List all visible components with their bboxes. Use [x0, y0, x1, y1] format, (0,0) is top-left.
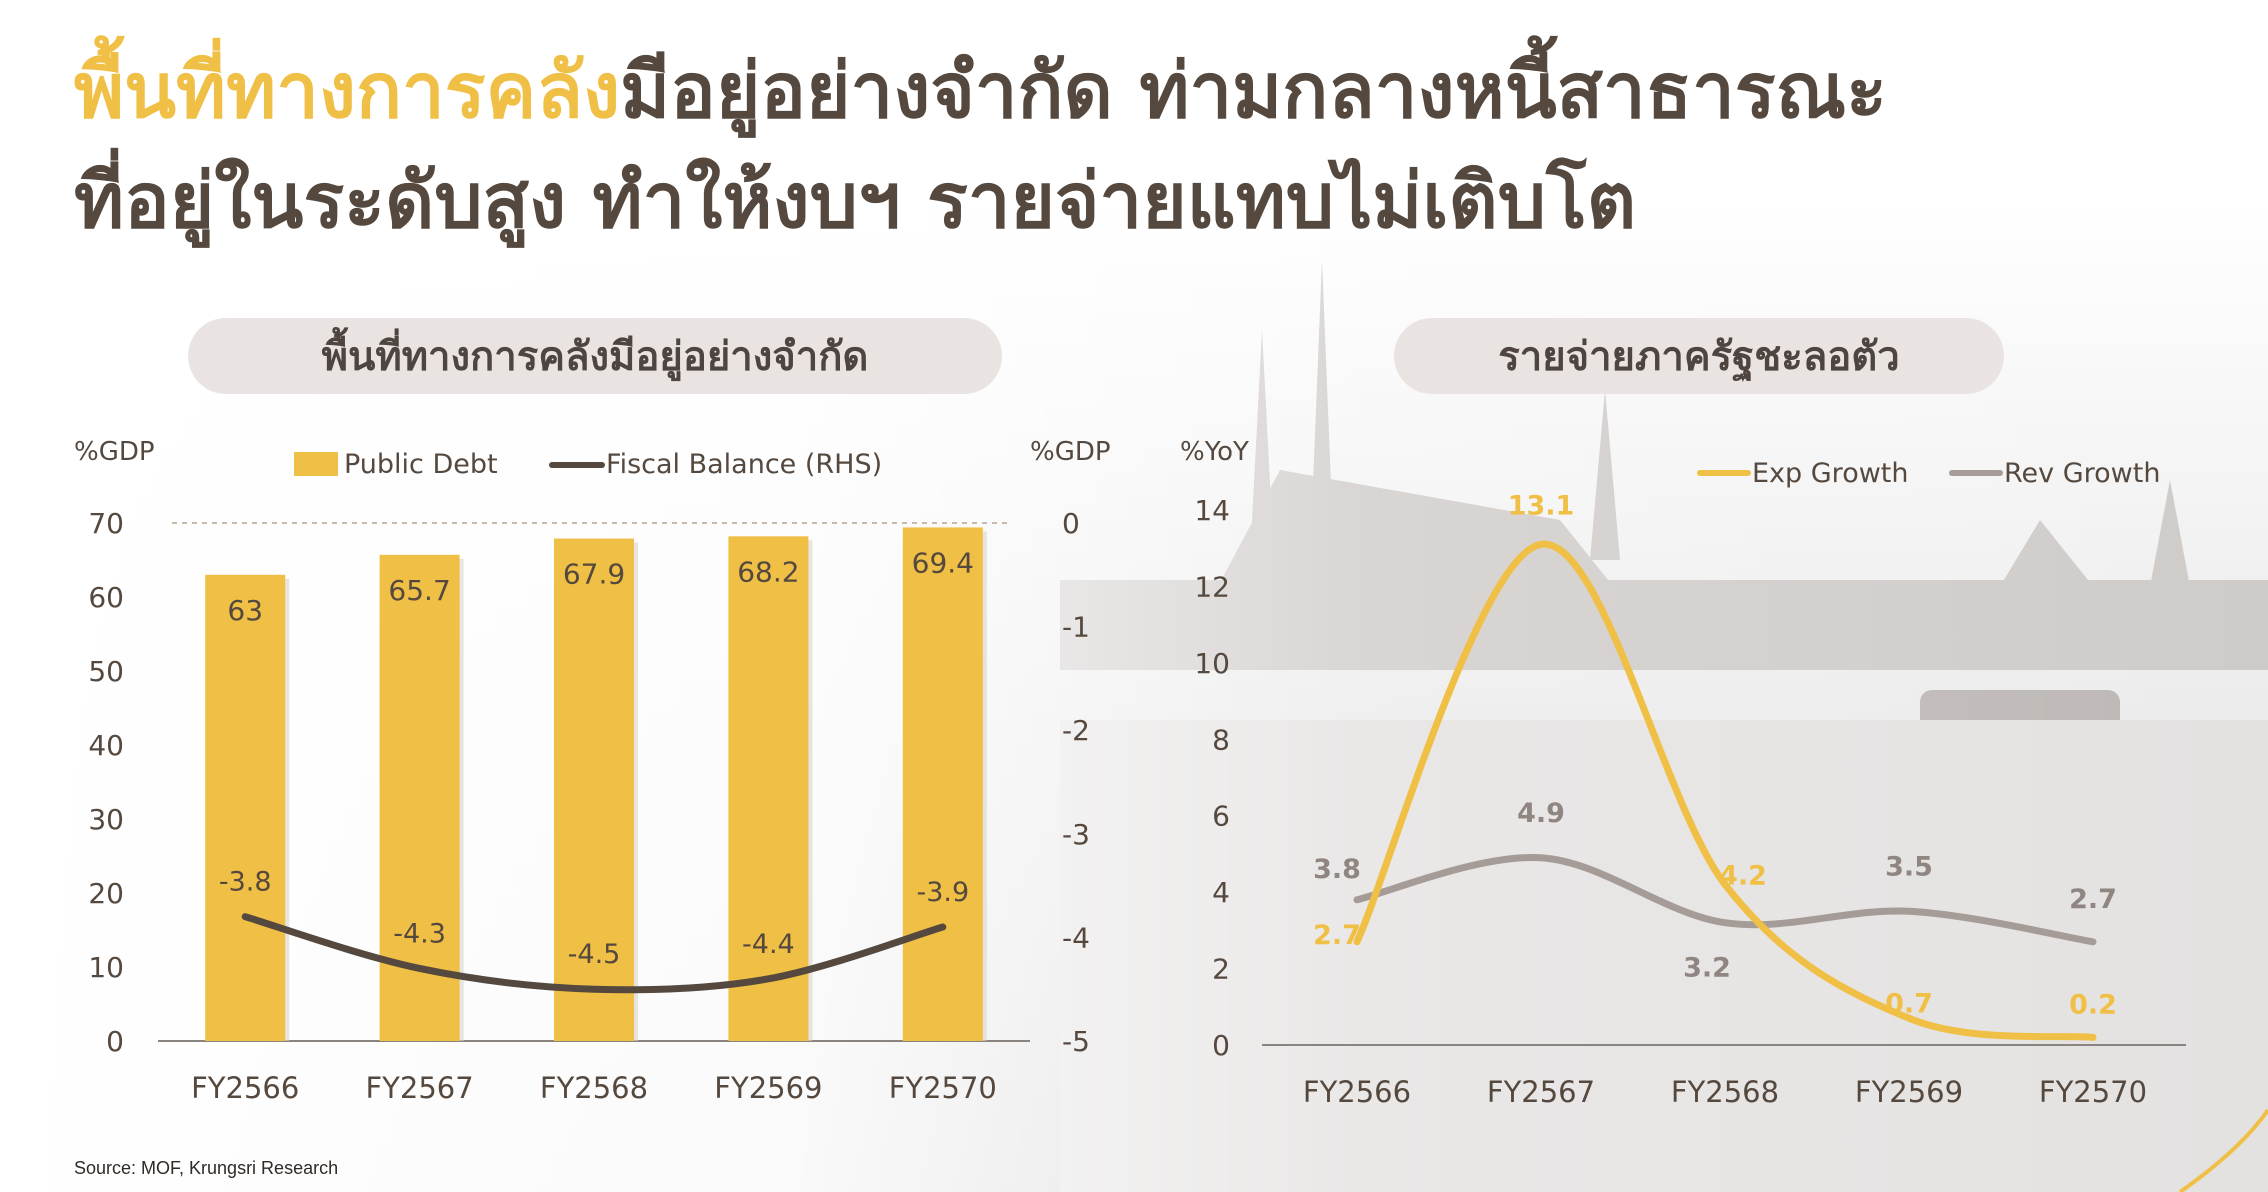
x-tick-label: FY2569 [714, 1071, 822, 1105]
exp-growth-value-label: 2.7 [1313, 920, 1361, 951]
y-tick-left: 60 [88, 581, 124, 614]
y-tick-left: 50 [88, 655, 124, 688]
bar-public-debt [902, 527, 983, 1041]
exp-growth-value-label: 4.2 [1719, 861, 1767, 892]
rev-growth-value-label: 3.2 [1683, 953, 1731, 984]
exp-growth-value-label: 0.7 [1885, 988, 1933, 1019]
rev-growth-value-label: 3.5 [1885, 851, 1933, 882]
title-accent: พื้นที่ทางการคลัง [74, 46, 621, 135]
x-tick-label: FY2566 [191, 1071, 299, 1105]
bar-value-label: 68.2 [737, 555, 799, 588]
x-tick-label: FY2569 [1855, 1075, 1963, 1109]
line-value-label: -3.8 [219, 867, 272, 898]
y-tick-right: -5 [1062, 1025, 1090, 1058]
rev-growth-value-label: 2.7 [2069, 884, 2117, 915]
y-tick: 2 [1212, 953, 1230, 986]
legend-label-rev-growth: Rev Growth [2004, 458, 2160, 489]
y-tick-right: -3 [1062, 818, 1090, 851]
exp-growth-value-label: 0.2 [2069, 989, 2117, 1020]
x-tick-label: FY2566 [1303, 1075, 1411, 1109]
y-tick-left: 40 [88, 729, 124, 762]
legend-label-exp-growth: Exp Growth [1752, 458, 1909, 489]
x-tick-label: FY2568 [540, 1071, 648, 1105]
rev-growth-value-label: 4.9 [1517, 798, 1565, 829]
page-title: พื้นที่ทางการคลังมีอยู่อย่างจำกัด ท่ามกล… [74, 36, 2224, 256]
x-tick-label: FY2568 [1671, 1075, 1779, 1109]
title-line-1-rest: มีอยู่อย่างจำกัด ท่ามกลางหนี้สาธารณะ [620, 46, 1887, 135]
line-value-label: -4.3 [393, 918, 446, 949]
rev-growth-value-label: 3.8 [1313, 854, 1361, 885]
legend-swatch-public-debt [294, 452, 338, 476]
y-tick-right: -1 [1062, 611, 1090, 644]
line-value-label: -4.4 [742, 929, 795, 960]
y-axis-label: %YoY [1180, 437, 1249, 467]
y-tick-left: 20 [88, 877, 124, 910]
y-tick-right: 0 [1062, 507, 1080, 540]
y-tick: 10 [1194, 647, 1230, 680]
bar-value-label: 69.4 [912, 546, 974, 579]
title-line-2: ที่อยู่ในระดับสูง ทำให้งบฯ รายจ่ายแทบไม่… [74, 156, 1637, 245]
bar-value-label: 65.7 [388, 574, 450, 607]
line-value-label: -4.5 [568, 939, 621, 970]
exp-growth-value-label: 13.1 [1508, 490, 1575, 521]
x-tick-label: FY2567 [1487, 1075, 1595, 1109]
source-note: Source: MOF, Krungsri Research [74, 1158, 339, 1178]
y-tick-left: 0 [106, 1025, 124, 1058]
right-chart-title: รายจ่ายภาครัฐชะลอตัว [1394, 318, 2004, 394]
y-tick-left: 30 [88, 803, 124, 836]
y-tick: 14 [1194, 494, 1230, 527]
bar-value-label: 63 [227, 594, 263, 627]
y-axis-label-right: %GDP [1030, 437, 1111, 467]
legend-label-fiscal-balance: Fiscal Balance (RHS) [606, 449, 882, 480]
bar-value-label: 67.9 [563, 558, 625, 591]
y-axis-label-left: %GDP [74, 437, 155, 467]
line-exp-growth [1353, 540, 2097, 1041]
line-fiscal-balance [241, 913, 947, 994]
y-tick: 8 [1212, 723, 1230, 756]
y-tick: 4 [1212, 876, 1230, 909]
x-tick-label: FY2570 [889, 1071, 997, 1105]
line-rev-growth [1353, 854, 2097, 946]
y-tick: 6 [1212, 800, 1230, 833]
y-tick: 12 [1194, 570, 1230, 603]
y-tick-right: -2 [1062, 714, 1090, 747]
x-tick-label: FY2570 [2039, 1075, 2147, 1109]
legend-label-public-debt: Public Debt [344, 449, 498, 480]
left-chart-title: พื้นที่ทางการคลังมีอยู่อย่างจำกัด [188, 318, 1002, 394]
y-tick-left: 10 [88, 951, 124, 984]
y-tick: 0 [1212, 1029, 1230, 1062]
title-line-1: พื้นที่ทางการคลังมีอยู่อย่างจำกัด ท่ามกล… [74, 36, 2224, 146]
bar-public-debt [205, 574, 286, 1041]
x-tick-label: FY2567 [365, 1071, 473, 1105]
y-tick-right: -4 [1062, 921, 1090, 954]
bar-public-debt [728, 536, 809, 1041]
bar-public-debt [554, 538, 634, 1041]
line-value-label: -3.9 [916, 877, 969, 908]
y-tick-left: 70 [88, 507, 124, 540]
